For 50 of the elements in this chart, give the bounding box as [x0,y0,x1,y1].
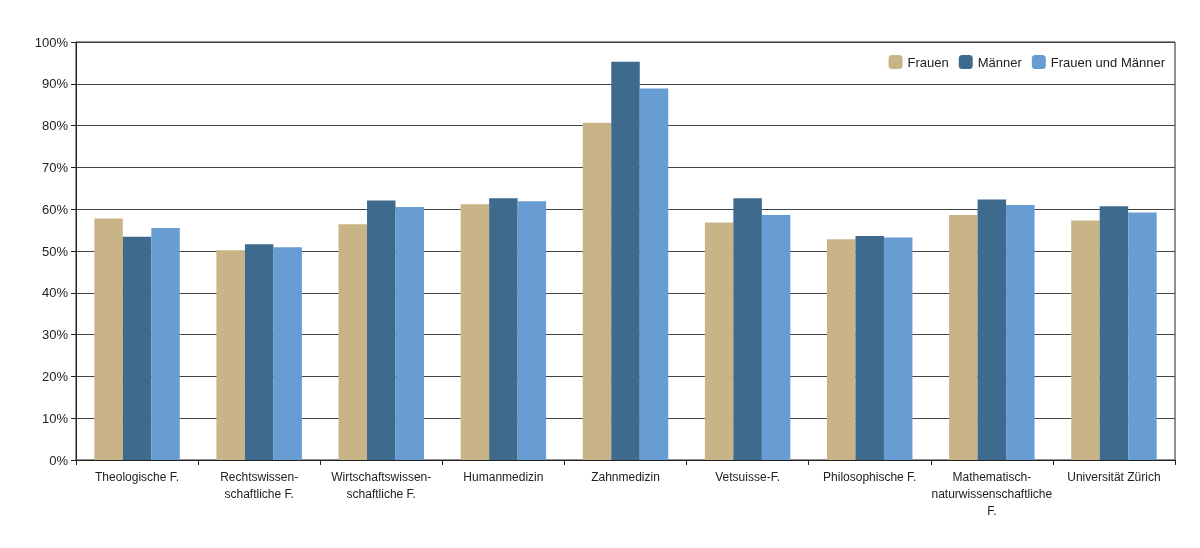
bar [517,201,547,460]
bar [273,247,302,460]
x-tick-label: Mathematisch- naturwissenschaftliche F. [931,469,1053,518]
x-tick-label: Rechtswissen- schaftliche F. [220,469,299,501]
y-tick-label: 70% [41,159,69,175]
bar [1071,220,1100,460]
bar [883,237,913,460]
x-tick-label: Theologische F. [95,469,180,484]
x-tick-label: Philosophische F. [823,469,917,484]
bar [216,250,245,460]
y-tick-label: 80% [41,118,69,134]
legend-label: Frauen und Männer [1050,54,1166,70]
y-tick-label: 0% [49,452,69,468]
y-tick-label: 60% [41,201,69,217]
y-tick-label: 50% [41,243,69,259]
bar [611,61,640,460]
bar [977,199,1007,460]
y-tick-label: 90% [41,76,69,92]
x-tick-label: Wirtschaftswissen- schaftliche F. [331,469,432,501]
x-tick-label: Vetsuisse-F. [715,469,780,484]
legend-label: Frauen [907,54,949,70]
bar [949,215,978,460]
bar [704,222,734,460]
legend-label: Männer [977,54,1023,70]
bar [855,235,884,460]
bar [122,236,152,460]
x-tick-label: Universität Zürich [1067,469,1161,484]
x-tick-label: Humanmedizin [463,469,544,484]
bar [338,224,368,460]
bar [826,239,856,460]
y-tick-label: 100% [34,34,69,50]
bar [733,198,762,460]
bar [1128,212,1157,460]
bar [489,198,518,460]
bar [395,207,425,460]
y-tick-label: 30% [41,327,69,343]
bar [94,218,123,460]
bar [639,88,669,460]
bar [761,215,791,460]
bar [244,244,274,460]
y-tick-label: 20% [41,368,69,384]
x-tick-label: Zahnmedizin [591,469,660,484]
y-tick-label: 10% [41,410,69,426]
bar [460,204,490,460]
y-tick-label: 40% [41,285,69,301]
bar [367,200,396,460]
bar [151,228,180,460]
bar [1099,206,1129,460]
bar [1006,205,1035,460]
bar [582,122,612,460]
